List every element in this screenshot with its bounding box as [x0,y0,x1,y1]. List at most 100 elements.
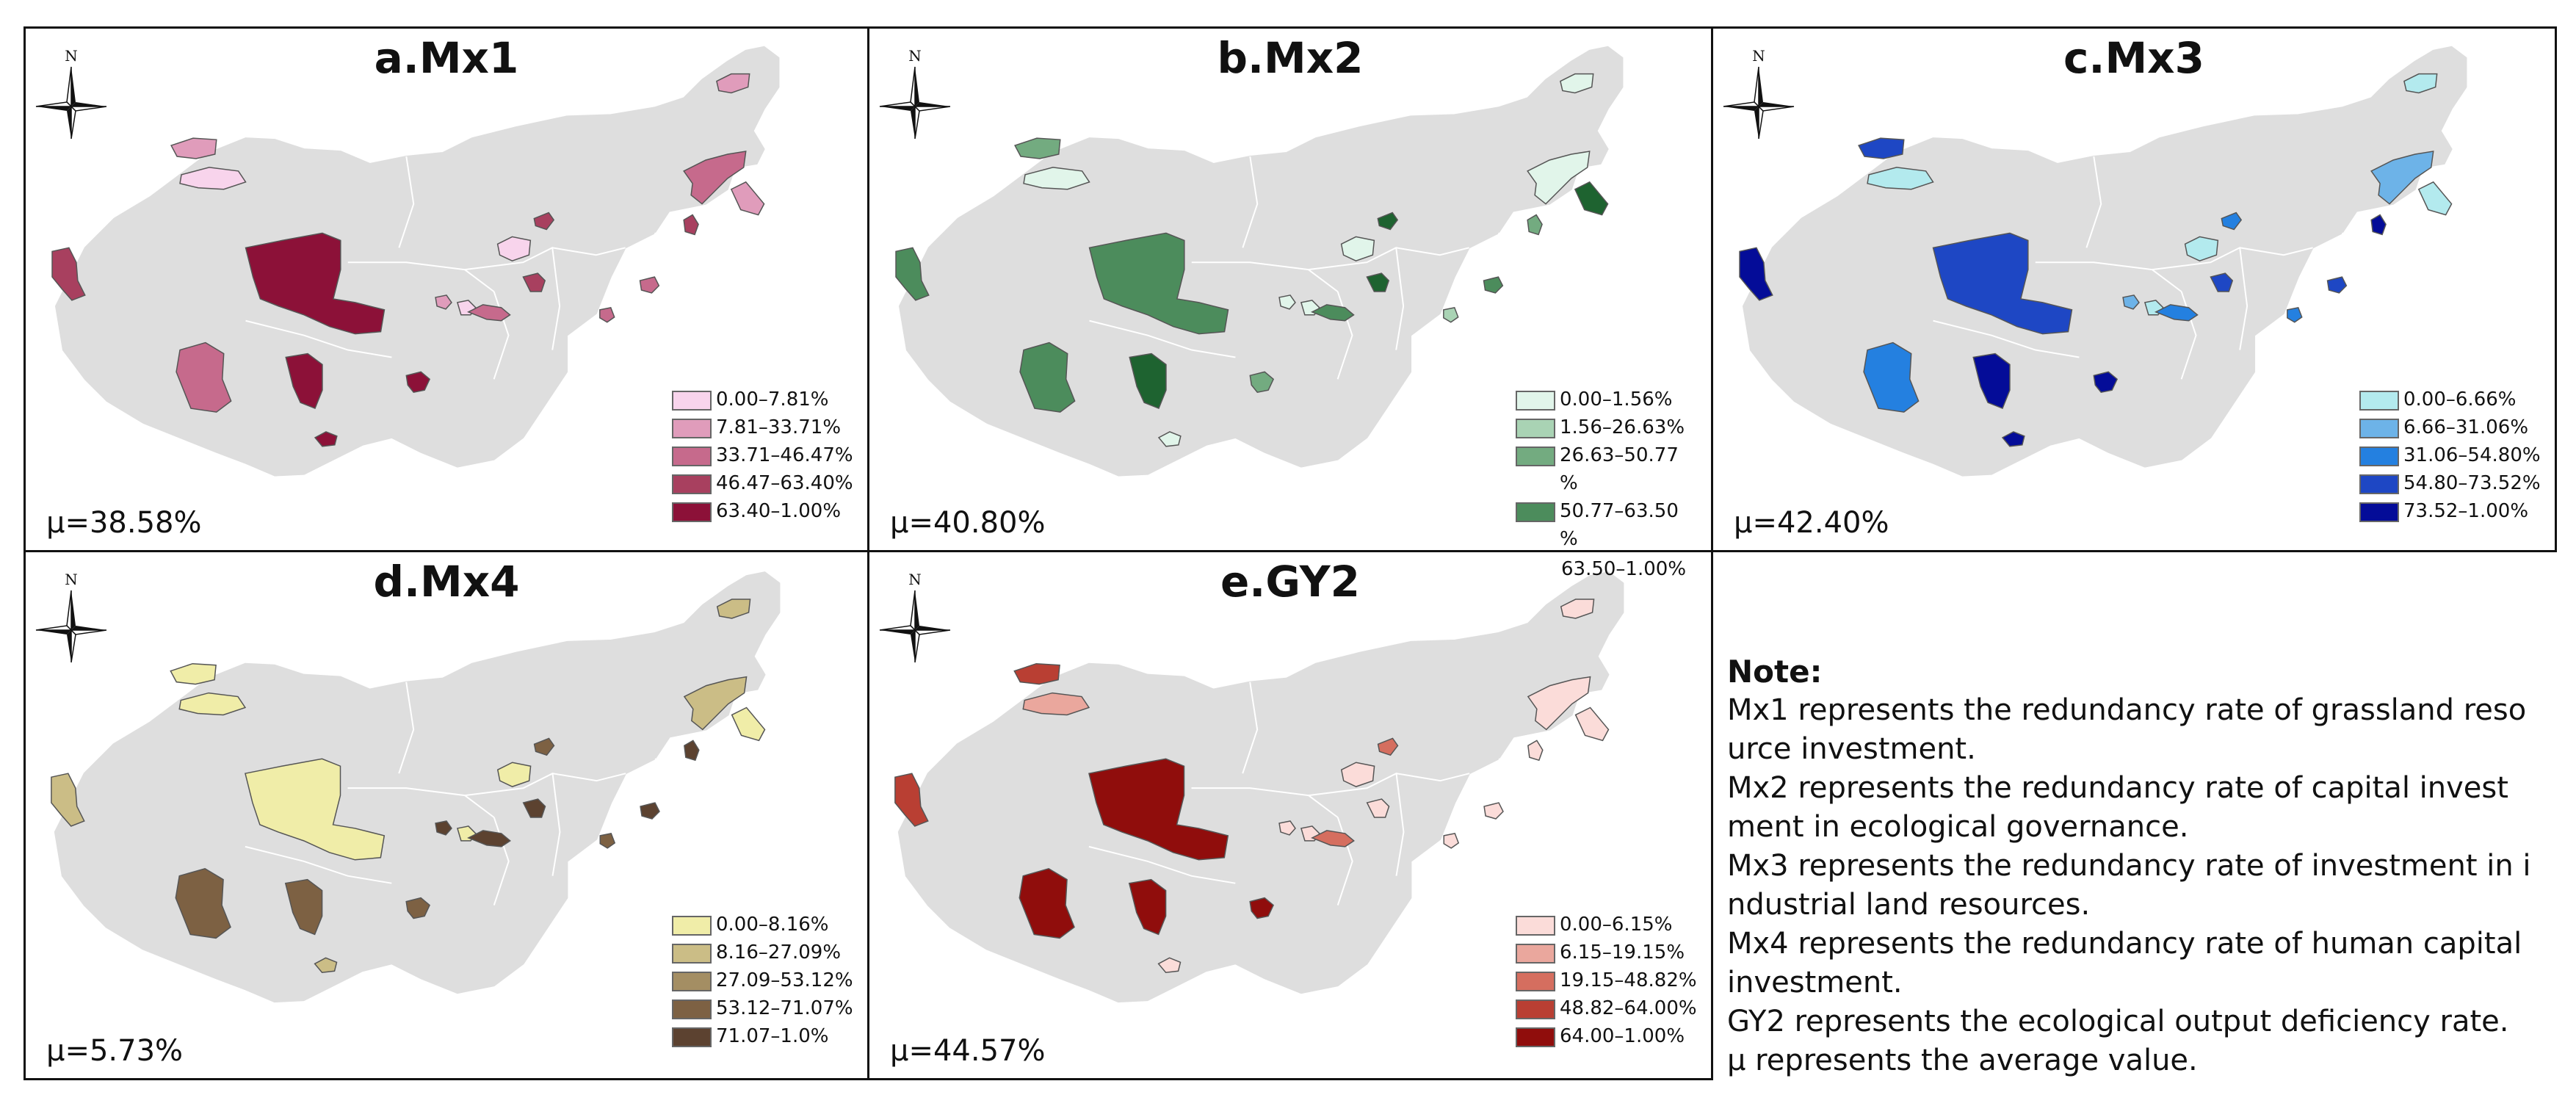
city-region [1157,957,1182,974]
panel-title: e.GY2 [1220,557,1361,607]
province-boundary [1191,787,1339,818]
legend-label: % [1560,528,1578,550]
legend-swatch [1516,447,1555,466]
legend-swatch [672,391,712,411]
compass-rose: N [35,47,107,140]
city-region [178,692,247,716]
city-region [522,798,546,818]
city-region [2370,151,2434,205]
map-panel-mx3: N c.Mx3 0.00–6.66% 6.66–31.06% 31.06–54.80… [1711,26,2557,552]
legend-swatch [2359,502,2399,522]
city-region [1574,706,1610,742]
legend-item: 27.09–53.12% [672,969,853,997]
city-region [2417,181,2453,216]
choropleth-map [51,571,781,1003]
province-boundary [1242,156,1259,248]
city-region [2093,371,2119,394]
province-boundary [1497,203,1602,249]
legend-item: 50.77–63.50 [1516,500,1685,528]
city-region [496,236,532,262]
note-line: urce investment. [1727,732,1976,766]
city-region [599,833,616,849]
legend: 0.00–7.81% 7.81–33.71% 33.71–46.47% 46.47–6… [672,388,853,528]
city-region [533,212,555,231]
city-region [731,706,766,742]
city-region [2287,307,2303,323]
city-region [1340,236,1375,262]
city-region [895,247,930,301]
legend-item: 6.15–19.15% [1516,941,1697,969]
svg-text:N: N [1752,47,1765,65]
province-boundary [1308,773,1470,797]
legend-item: 53.12–71.07% [672,997,853,1025]
legend-swatch [672,916,712,936]
province-boundary [1308,247,1469,271]
legend: 0.00–1.56% 1.56–26.63% 26.63–50.77% 50.77–6… [1516,388,1685,550]
legend-item: 0.00–8.16% [672,914,853,941]
legend-label: 1.56–26.63% [1560,416,1685,438]
north-arrow-icon: N [878,45,952,143]
city-region [522,272,546,292]
compass-rose: N [1723,47,1795,140]
note-block: Note: Mx1 represents the redundancy rate… [1727,652,2564,1080]
svg-text:N: N [908,47,922,65]
legend-item: % [1516,528,1685,550]
city-region [496,762,532,787]
province-boundary [551,247,561,350]
legend-swatch [1516,391,1555,411]
legend-label: 31.06–54.80% [2403,444,2541,466]
legend-swatch [2359,391,2399,411]
city-region [1377,212,1399,231]
legend-label: 6.15–19.15% [1560,941,1685,964]
province-boundary [1088,845,1236,884]
note-line: Mx3 represents the redundancy rate of in… [1727,849,2531,883]
city-region [284,878,323,936]
city-region [730,181,765,216]
city-region [1972,353,2011,410]
legend-item: 33.71–46.47% [672,444,853,472]
province-boundary [1395,773,1405,876]
legend-swatch [1516,944,1555,964]
city-region [1340,762,1375,787]
legend: 0.00–6.66% 6.66–31.06% 31.06–54.80% 54.80–7… [2359,388,2541,528]
legend-label: 0.00–6.66% [2403,388,2517,411]
legend-label: 46.47–63.40% [716,472,853,494]
study-area-base [898,46,1624,477]
city-region [179,167,247,190]
city-region [1560,73,1594,94]
city-region [467,830,511,847]
legend-swatch [672,972,712,991]
city-region [314,957,338,974]
province-boundary [2239,247,2248,350]
province-boundary [398,156,415,248]
city-region [1088,232,1229,335]
legend-item: % [1516,472,1685,500]
legend-label: 33.71–46.47% [716,444,853,466]
city-region [1574,181,1609,216]
legend-label: 7.81–33.71% [716,416,842,438]
city-region [170,662,217,685]
legend-label: 0.00–7.81% [716,388,829,411]
city-region [435,820,452,836]
city-region [2221,212,2243,231]
legend-label: 6.66–31.06% [2403,416,2529,438]
north-arrow-icon: N [878,568,952,667]
legend-item: 0.00–6.15% [1516,914,1697,941]
legend-item: 26.63–50.77 [1516,444,1685,472]
province-boundary [493,291,510,380]
city-region [1088,758,1229,861]
city-region [1739,247,1773,301]
choropleth-map [894,571,1624,1003]
legend-item: 71.07–1.0% [672,1025,853,1053]
city-region [640,802,660,820]
legend-label: 48.82–64.00% [1560,997,1697,1019]
city-region [684,740,700,762]
city-region [1443,307,1459,323]
city-region [405,371,431,394]
province-boundary [1336,291,1353,380]
city-region [285,353,323,410]
province-boundary [347,261,495,292]
map-panel-mx2: N b.Mx2 0.00–1.56% 1.56–26.63% 26.63–50.77… [867,26,1713,552]
map-panel-gy2: N e.GY2 0.00–6.15% 6.15–19.15% 19.15–48.82… [867,550,1713,1080]
city-region [2403,73,2438,94]
